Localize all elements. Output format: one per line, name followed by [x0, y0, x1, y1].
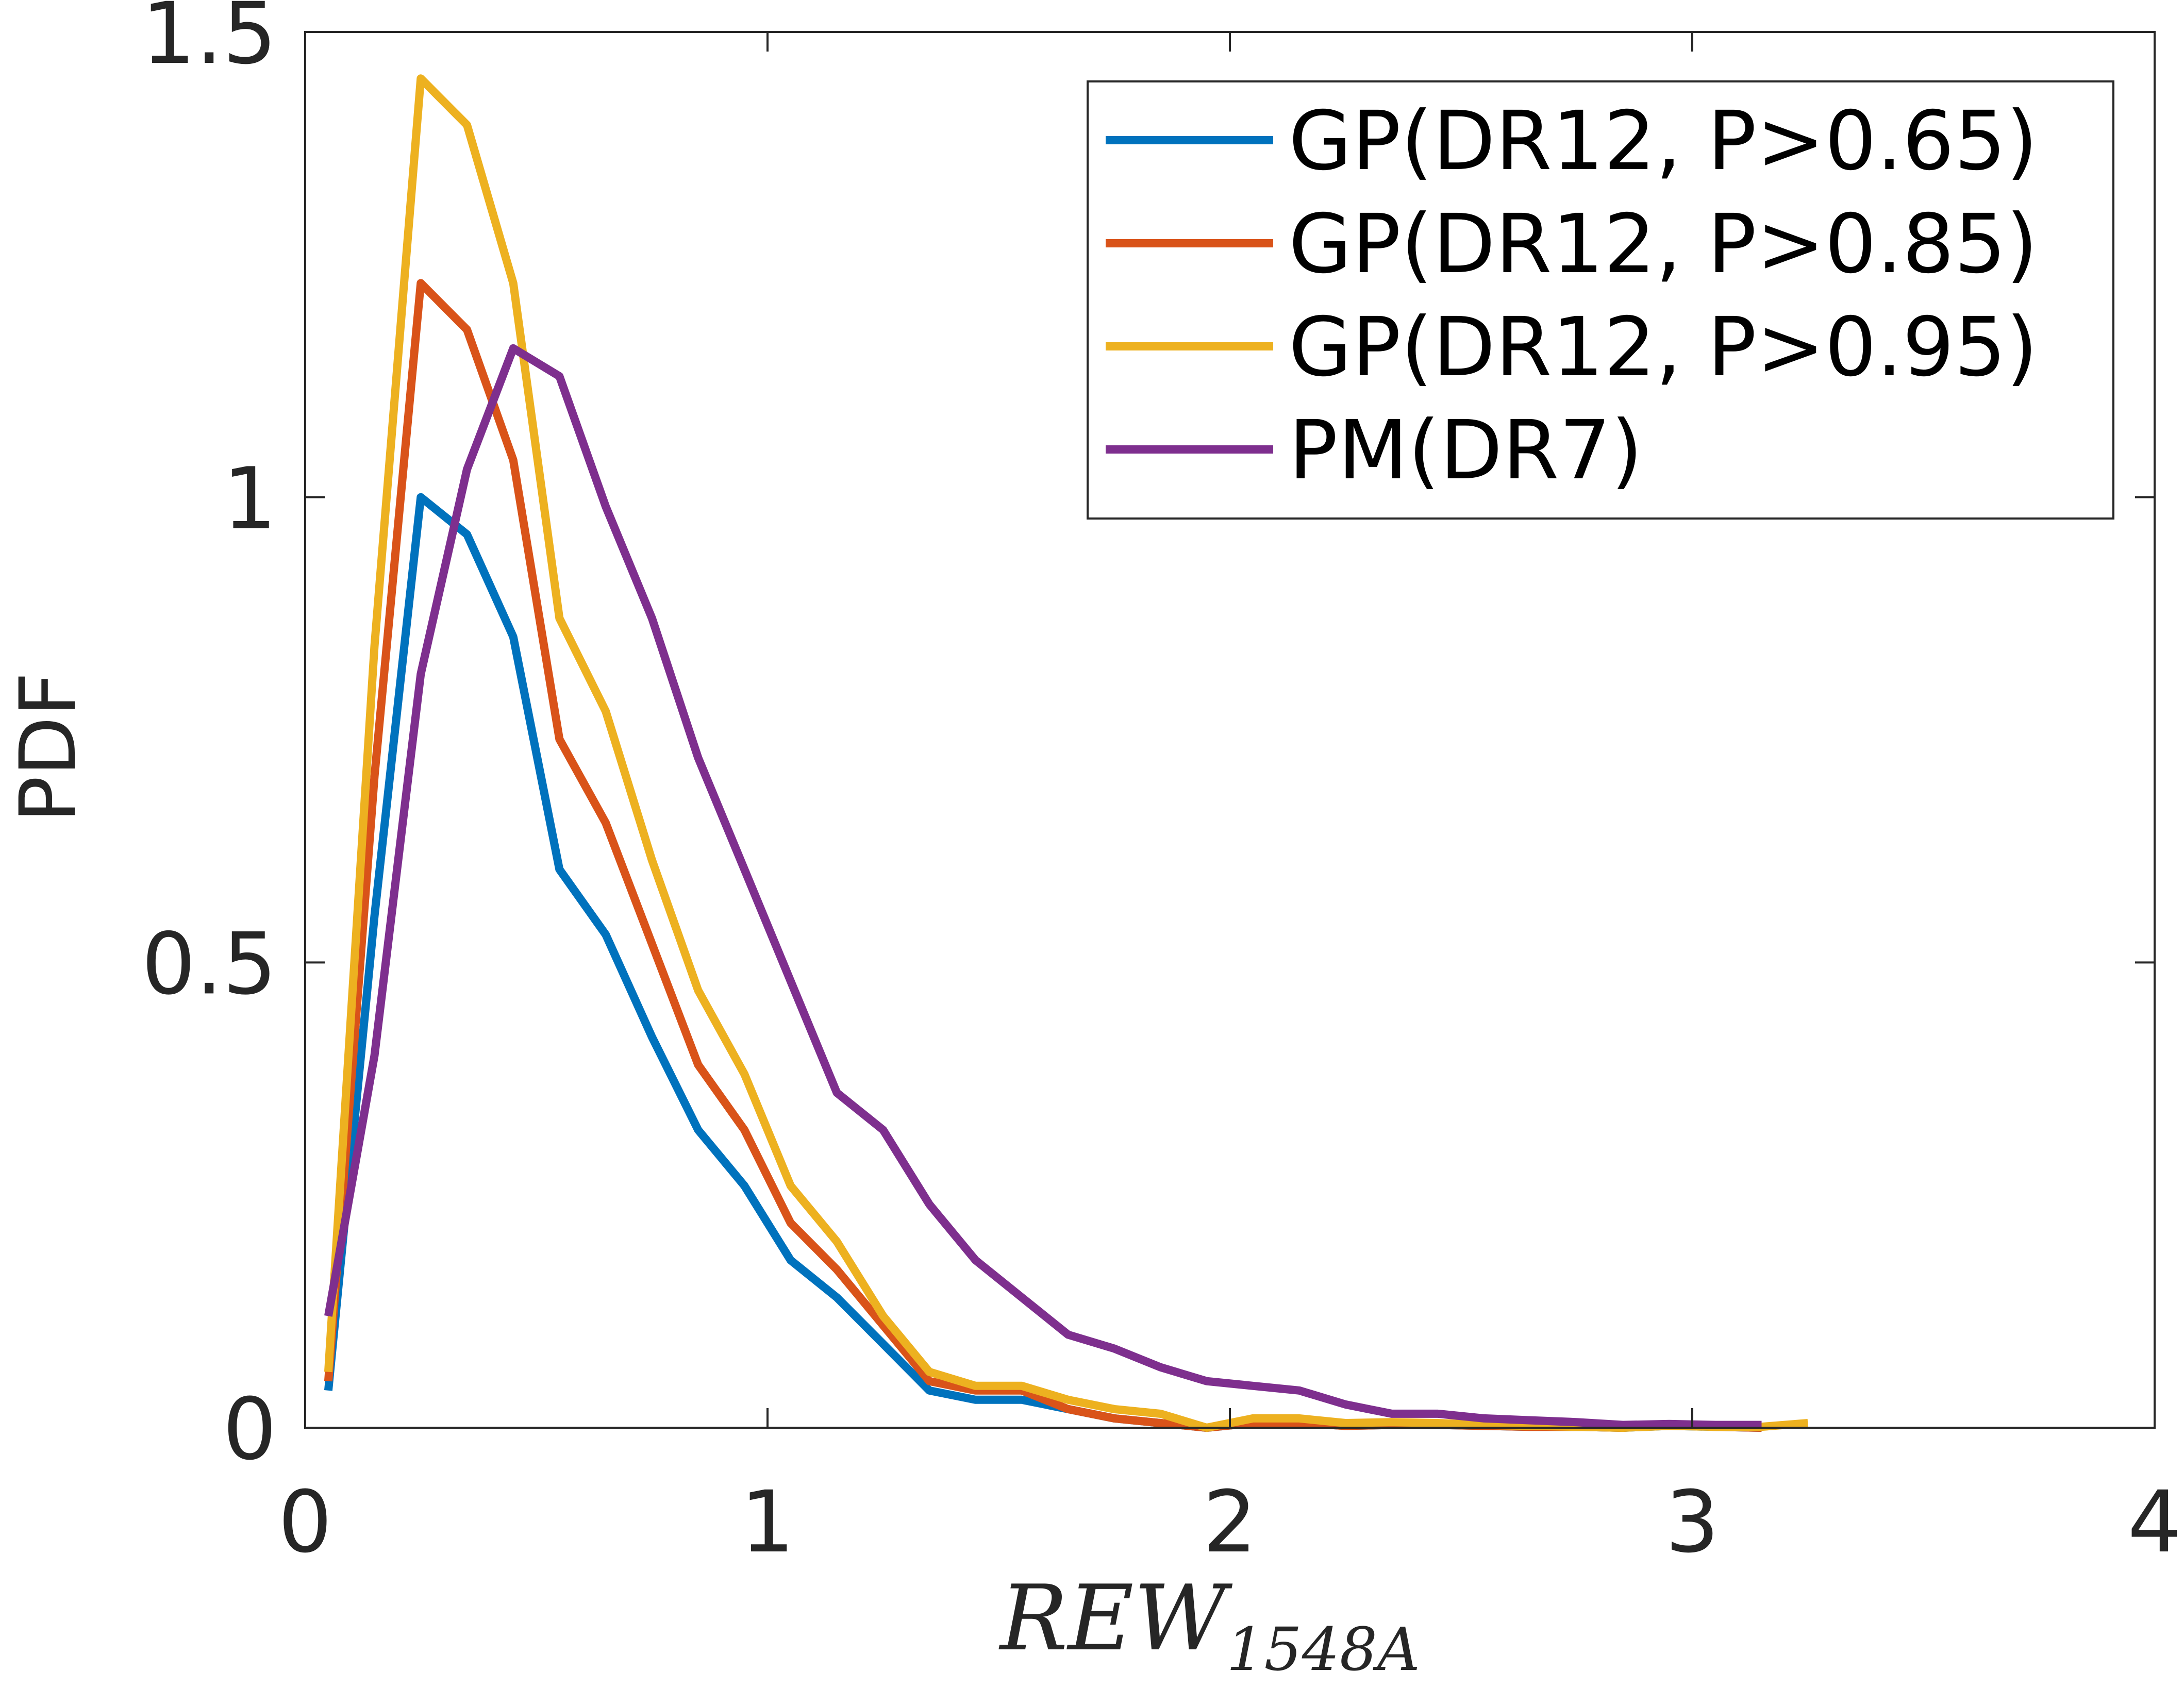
- x-tick-label-3: 3: [1665, 1473, 1720, 1572]
- axes-layer: [304, 31, 2156, 1429]
- y-axis-label: PDF: [4, 672, 93, 823]
- y-tick-label-3: 1.5: [142, 0, 277, 83]
- y-tick-label-2: 1: [223, 449, 277, 548]
- x-tick-label-4: 4: [2128, 1473, 2182, 1572]
- tick-labels: 0 1 2 3 4 0 0.5 1 1.5: [142, 0, 2182, 1572]
- legend-label-2: GP(DR12, P>0.85): [1289, 197, 2038, 292]
- legend-label-4: PM(DR7): [1289, 403, 1643, 498]
- series-layer: [324, 74, 1808, 1432]
- y-tick-label-1: 0.5: [142, 914, 277, 1013]
- series-line-4: [324, 344, 1762, 1429]
- y-tick-label-0: 0: [223, 1380, 277, 1479]
- x-axis-label-subscript: 1548A: [1226, 1615, 1420, 1684]
- x-tick-label-0: 0: [278, 1473, 332, 1572]
- x-axis-label-main: REW: [998, 1566, 1233, 1671]
- x-tick-label-2: 2: [1203, 1473, 1257, 1572]
- legend-label-3: GP(DR12, P>0.95): [1289, 300, 2038, 395]
- legend-entries: GP(DR12, P>0.65)GP(DR12, P>0.85)GP(DR12,…: [1106, 94, 2038, 498]
- x-tick-label-1: 1: [741, 1473, 795, 1572]
- legend-label-1: GP(DR12, P>0.65): [1289, 94, 2038, 189]
- legend: GP(DR12, P>0.65)GP(DR12, P>0.85)GP(DR12,…: [1087, 80, 2114, 520]
- x-axis-label: REW1548A: [998, 1566, 1420, 1684]
- series-line-3: [324, 74, 1808, 1432]
